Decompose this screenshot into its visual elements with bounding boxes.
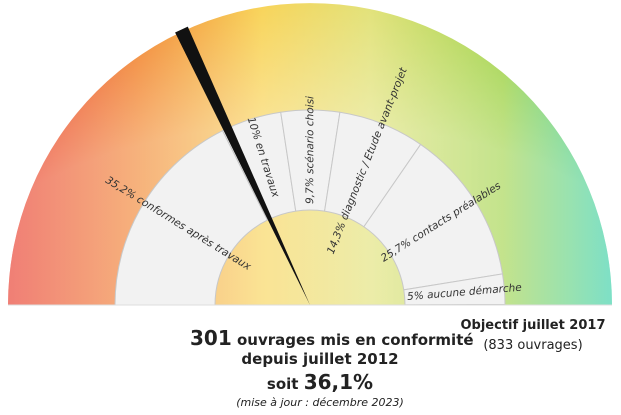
needle-label: 36,1% [303,370,374,394]
needle-text: soit 36,1% [190,370,450,394]
segment-label: 9,7% scénario choisi [304,96,316,204]
headline: 301 ouvrages mis en conformité [190,326,474,350]
needle-prefix: soit [266,375,299,393]
needle [175,26,310,306]
segment [114,130,269,306]
headline-text: ouvrages mis en conformité [236,331,474,349]
update-note: (mise à jour : décembre 2023) [236,396,404,409]
headline-number: 301 [190,326,232,350]
headline-since: depuis juillet 2012 [241,350,399,368]
goal-subtitle: (833 ouvrages) [483,338,583,353]
goal-title: Objectif juillet 2017 [460,318,606,333]
